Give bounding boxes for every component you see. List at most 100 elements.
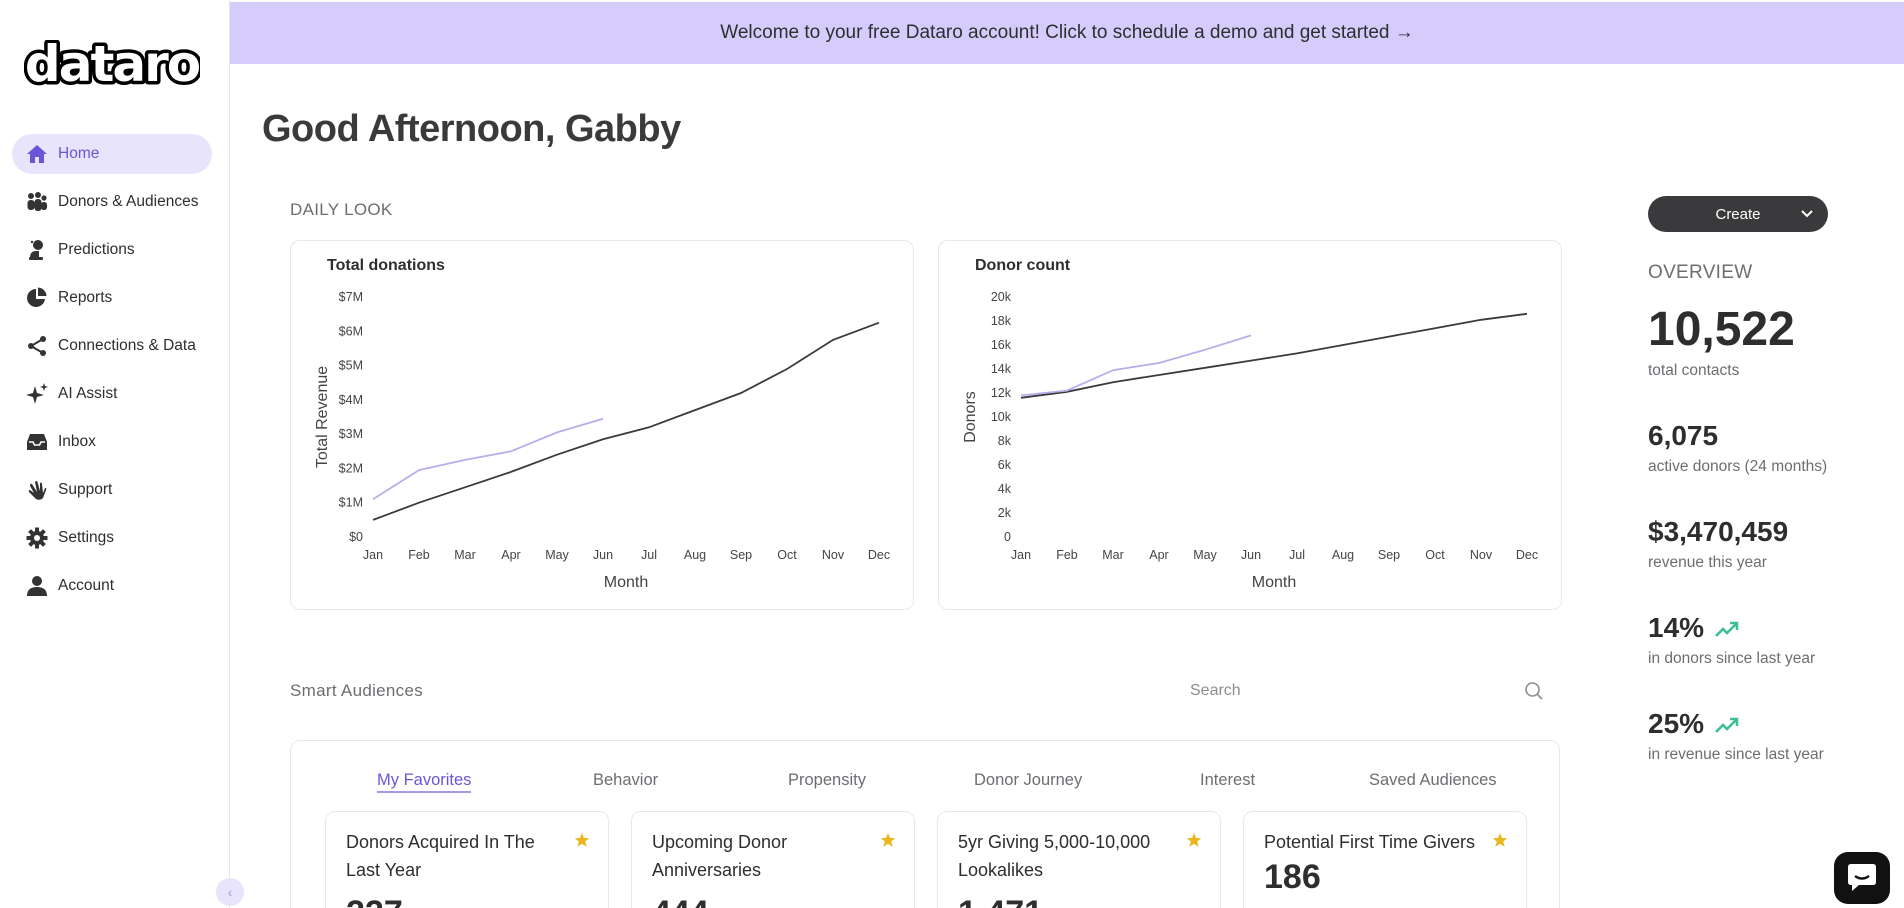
tab-behavior[interactable]: Behavior [593,771,659,789]
x-tick-label: Feb [408,548,430,562]
chat-support-button[interactable] [1834,852,1890,904]
audience-card-count: 186 [1264,858,1321,896]
tab-propensity[interactable]: Propensity [788,771,866,789]
demo-banner[interactable]: Welcome to your free Dataro account! Cli… [230,2,1904,64]
audience-search-input[interactable] [1190,678,1530,704]
favorite-star-icon[interactable] [574,832,590,848]
sidebar-item-label: Home [58,145,100,162]
y-tick-label: 20k [991,290,1012,304]
revenue-value: $3,470,459 [1648,516,1789,547]
y-tick-label: 4k [998,482,1012,496]
audience-card-count: 227 [346,894,403,908]
create-button[interactable]: Create [1648,196,1828,232]
trending-up-icon [1714,717,1739,733]
x-tick-label: Nov [1470,548,1493,562]
fortune-teller-icon [24,237,50,263]
x-tick-label: Apr [1149,548,1168,562]
sidebar-item-label: Reports [58,289,113,306]
favorite-star-icon[interactable] [880,832,896,848]
y-tick-label: $1M [339,496,363,510]
y-tick-label: 12k [991,386,1012,400]
tab-interest[interactable]: Interest [1200,771,1256,789]
y-tick-label: $5M [339,359,363,373]
waving-hand-icon [24,477,50,503]
series-line-comparison [1020,334,1252,397]
x-axis-label: Month [1252,574,1296,591]
tab-donor-journey[interactable]: Donor Journey [974,771,1083,789]
gear-icon [24,525,50,551]
audience-card[interactable]: Potential First Time Givers 186 [1243,811,1527,908]
y-tick-label: $3M [339,427,363,441]
sidebar-item-support[interactable]: Support [12,470,212,510]
x-tick-label: Sep [1378,548,1400,562]
series-line-comparison [372,417,604,501]
y-tick-label: 6k [998,458,1012,472]
tab-my-favorites[interactable]: My Favorites [377,771,472,793]
donor-count-chart: 0 2k 4k 6k 8k 10k 12k 14k 16k 18k 20k Jan Feb Mar Apr M… [962,290,1538,591]
x-tick-label: Oct [1425,548,1445,562]
total-donations-chart: $0 $1M $2M $3M $4M $5M $6M $7M Jan Feb Mar Apr May Ju… [314,290,890,591]
y-tick-label: $2M [339,461,363,475]
user-icon [24,573,50,599]
y-tick-label: $4M [339,393,363,407]
inbox-icon [24,429,50,455]
home-icon [24,141,50,167]
x-tick-label: Aug [1332,548,1354,562]
sidebar-item-label: Settings [58,529,115,546]
donor-count-chart-card: Donor count 0 2k 4k 6k 8k 10k 12k 14k 16k 18k 20k J… [938,240,1562,610]
sidebar-item-label: Donors & Audiences [58,193,199,210]
x-tick-label: Jan [1011,548,1031,562]
revenue-growth-value: 25% [1648,708,1705,739]
logo-text: dataro [25,40,200,92]
sidebar-item-label: Predictions [58,241,135,258]
sidebar-item-inbox[interactable]: Inbox [12,422,212,462]
audience-card[interactable]: 5yr Giving 5,000-10,000 Lookalikes 1,471 [937,811,1221,908]
x-tick-label: May [1193,548,1217,562]
audience-card[interactable]: Upcoming Donor Anniversaries 444 [631,811,915,908]
active-donors-caption: active donors (24 months) [1648,458,1828,475]
audience-card-title: Upcoming Donor Anniversaries [652,832,788,880]
sidebar-item-account[interactable]: Account [12,566,212,606]
x-tick-label: May [545,548,569,562]
audience-card[interactable]: Donors Acquired In The Last Year 227 [325,811,609,908]
sidebar-item-label: Support [58,481,113,498]
sidebar-item-connections-data[interactable]: Connections & Data [12,326,212,366]
x-axis-label: Month [604,574,648,591]
create-button-label: Create [1715,205,1761,223]
chart-title: Donor count [975,257,1071,274]
dataro-logo[interactable]: dataro [24,40,200,92]
favorite-star-icon[interactable] [1492,832,1508,848]
audience-card-count: 1,471 [958,894,1043,908]
sidebar-item-home[interactable]: Home [12,134,212,174]
sidebar-item-settings[interactable]: Settings [12,518,212,558]
total-contacts-caption: total contacts [1648,362,1740,379]
x-tick-label: Aug [684,548,706,562]
audience-card-count: 444 [652,894,709,908]
favorite-star-icon[interactable] [1186,832,1202,848]
sidebar: dataro Home Donors & Audiences Predictio… [0,0,244,908]
y-tick-label: $0 [349,530,363,544]
x-tick-label: Jun [1241,548,1261,562]
y-tick-label: 16k [991,338,1012,352]
sidebar-item-donors-audiences[interactable]: Donors & Audiences [12,182,212,222]
sidebar-item-reports[interactable]: Reports [12,278,212,318]
series-line-current [1020,312,1528,399]
x-tick-label: Nov [822,548,845,562]
tab-saved-audiences[interactable]: Saved Audiences [1369,771,1497,789]
pie-chart-icon [24,285,50,311]
sidebar-collapse-button[interactable]: ‹ [216,878,244,906]
audience-tabs: My Favorites Behavior Propensity Donor J… [291,771,1559,795]
search-icon[interactable] [1524,681,1544,701]
chat-bubble-icon [1848,864,1876,891]
x-tick-label: Jul [1289,548,1305,562]
x-tick-label: Sep [730,548,752,562]
sidebar-item-label: Inbox [58,433,96,450]
total-contacts-value: 10,522 [1648,303,1795,356]
x-tick-label: Jun [593,548,613,562]
x-tick-label: Apr [501,548,520,562]
sidebar-item-label: Connections & Data [58,337,196,354]
x-tick-label: Jan [363,548,383,562]
sidebar-item-ai-assist[interactable]: AI Assist [12,374,212,414]
sidebar-item-predictions[interactable]: Predictions [12,230,212,270]
